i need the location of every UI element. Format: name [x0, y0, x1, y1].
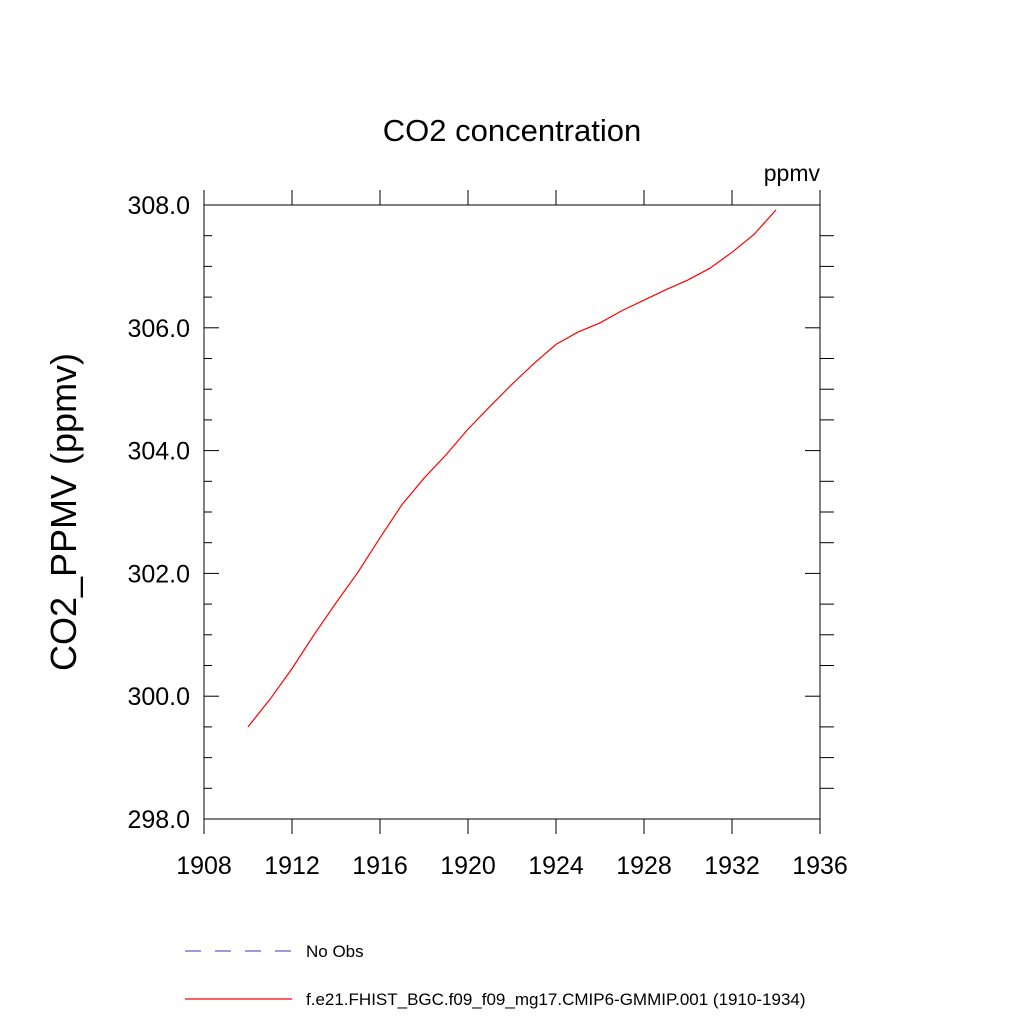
x-tick-label: 1908: [176, 852, 232, 880]
x-tick-label: 1916: [352, 852, 408, 880]
axis-ticks: [203, 190, 834, 834]
legend: No Obs f.e21.FHIST_BGC.f09_f09_mg17.CMIP6…: [185, 942, 806, 1009]
x-tick-label: 1936: [792, 852, 848, 880]
y-tick-label: 306.0: [127, 315, 190, 343]
y-tick-label: 298.0: [127, 806, 190, 834]
series-layer: [247, 209, 777, 728]
plot-frame: [203, 204, 821, 820]
y-tick-label: 304.0: [127, 438, 190, 466]
y-tick-label: 308.0: [127, 192, 190, 220]
series-line: [247, 209, 777, 728]
x-tick-label: 1912: [264, 852, 320, 880]
chart-title: CO2 concentration: [383, 113, 641, 148]
legend-label: f.e21.FHIST_BGC.f09_f09_mg17.CMIP6-GMMIP…: [306, 990, 806, 1009]
units-label: ppmv: [764, 160, 821, 186]
y-axis-label: CO2_PPMV (ppmv): [43, 353, 84, 671]
x-tick-label: 1920: [440, 852, 496, 880]
y-tick-label: 302.0: [127, 560, 190, 588]
y-tick-label: 300.0: [127, 683, 190, 711]
legend-label: No Obs: [306, 942, 364, 961]
x-tick-label: 1924: [528, 852, 584, 880]
x-tick-label: 1932: [704, 852, 760, 880]
axis-tick-labels: 1908 1912 1916 1920 1924 1928 1932 1936 298.0 300…: [127, 192, 847, 880]
x-tick-label: 1928: [616, 852, 672, 880]
